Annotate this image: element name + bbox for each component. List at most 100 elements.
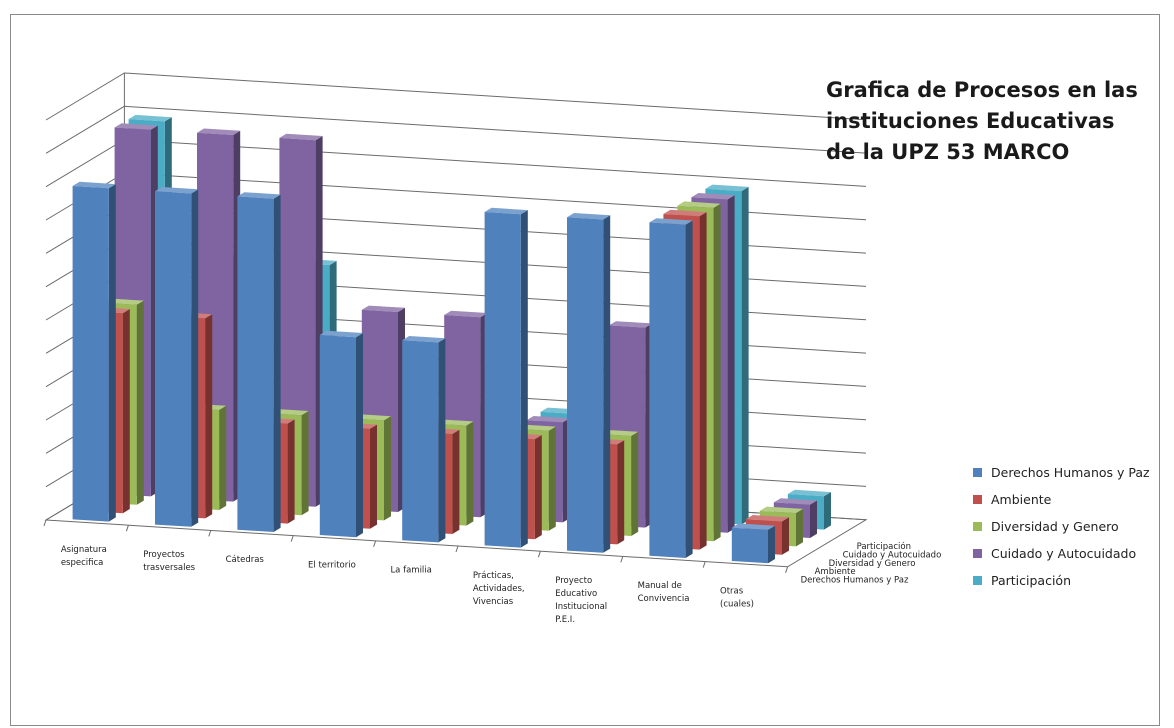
bar-side bbox=[370, 424, 377, 529]
bar bbox=[237, 192, 281, 532]
bar-side bbox=[384, 416, 391, 521]
legend-label: Participación bbox=[991, 573, 1071, 588]
bar-top bbox=[705, 184, 749, 192]
category-label: Cátedras bbox=[226, 555, 265, 565]
bar-side bbox=[520, 210, 528, 548]
legend-label: Cuidado y Autocuidado bbox=[991, 546, 1136, 561]
bar bbox=[319, 330, 363, 538]
bar bbox=[649, 218, 693, 558]
bar-front bbox=[649, 222, 686, 558]
bar bbox=[402, 336, 446, 543]
bars bbox=[72, 114, 831, 564]
x-tick bbox=[373, 540, 377, 547]
bar-front bbox=[319, 335, 356, 538]
bar-top bbox=[567, 213, 611, 220]
x-tick bbox=[537, 551, 541, 558]
bar-side bbox=[287, 419, 295, 524]
bar-top bbox=[114, 123, 158, 130]
legend-label: Diversidad y Genero bbox=[991, 519, 1119, 534]
bar-side bbox=[122, 309, 130, 514]
bar-side bbox=[301, 411, 309, 516]
bar-side bbox=[466, 421, 474, 526]
bar-side bbox=[136, 300, 144, 505]
legend-label: Derechos Humanos y Paz bbox=[991, 465, 1150, 480]
bar-top bbox=[72, 181, 116, 189]
bar-side bbox=[685, 220, 693, 558]
category-label: Prácticas, Actividades, Vivencias bbox=[473, 571, 525, 607]
series-depth-label: Participación bbox=[857, 541, 911, 552]
bar-top bbox=[677, 201, 721, 208]
category-label: La familia bbox=[390, 566, 431, 576]
x-tick bbox=[43, 519, 47, 527]
legend-item: Derechos Humanos y Paz bbox=[973, 465, 1150, 480]
bar-side bbox=[548, 426, 556, 531]
legend-item: Cuidado y Autocuidado bbox=[973, 546, 1136, 561]
bar-top bbox=[484, 207, 528, 215]
bar-side bbox=[796, 508, 803, 547]
bar-top bbox=[759, 506, 803, 514]
x-tick bbox=[125, 525, 129, 532]
series-depth-label: Derechos Humanos y Paz bbox=[801, 576, 909, 586]
bar-top bbox=[402, 336, 446, 343]
bar bbox=[72, 181, 116, 522]
chart-title-line: de la UPZ 53 MARCO bbox=[826, 140, 1069, 164]
bar-side bbox=[534, 435, 542, 540]
bar-top bbox=[444, 310, 488, 318]
gridline bbox=[45, 72, 867, 121]
bar bbox=[155, 187, 199, 527]
x-tick bbox=[702, 561, 706, 568]
category-label: Proyectos trasversales bbox=[143, 550, 195, 573]
legend-swatch bbox=[973, 522, 982, 531]
bar-top bbox=[155, 187, 199, 194]
x-tick bbox=[785, 566, 789, 573]
chart-title: Grafica de Procesos en las instituciones … bbox=[826, 78, 1138, 164]
bar-side bbox=[108, 184, 116, 522]
legend-swatch bbox=[973, 468, 982, 477]
legend-label: Ambiente bbox=[991, 492, 1052, 507]
bar-side bbox=[273, 194, 281, 532]
bar-front bbox=[567, 217, 604, 553]
bar-side bbox=[452, 429, 460, 534]
bar-side bbox=[810, 500, 817, 538]
bar-top bbox=[197, 128, 241, 135]
bar-side bbox=[768, 525, 775, 564]
bar-chart-3d: Asignatura especifica Proyectos trasversale… bbox=[43, 72, 1150, 625]
legend-item: Participación bbox=[973, 573, 1071, 588]
bar-top bbox=[279, 133, 323, 141]
category-label: El territorio bbox=[308, 560, 356, 570]
bar-side bbox=[741, 186, 749, 525]
bar-top bbox=[361, 305, 405, 312]
bar-top bbox=[773, 498, 817, 505]
bar-side bbox=[205, 314, 213, 519]
bar-side bbox=[356, 333, 363, 538]
bar-top bbox=[237, 192, 281, 199]
bar-side bbox=[219, 405, 227, 510]
bar-front bbox=[402, 340, 439, 543]
gridline bbox=[45, 105, 867, 154]
bar-top bbox=[526, 416, 570, 423]
bar-top bbox=[609, 321, 653, 328]
bar-side bbox=[191, 189, 199, 527]
bar-side bbox=[824, 492, 831, 530]
bar-front bbox=[484, 212, 521, 548]
legend-item: Diversidad y Genero bbox=[973, 519, 1119, 534]
bar-side bbox=[782, 517, 789, 555]
x-tick bbox=[290, 535, 294, 542]
bar-top bbox=[787, 489, 831, 497]
x-tick bbox=[455, 545, 459, 553]
bar-side bbox=[617, 440, 625, 545]
bar bbox=[567, 213, 611, 553]
chart-area: Asignatura especifica Proyectos trasversale… bbox=[10, 14, 1160, 726]
bar-top bbox=[691, 193, 735, 200]
bar-front bbox=[237, 196, 274, 532]
bar-front bbox=[731, 527, 768, 564]
bar-top bbox=[663, 209, 707, 217]
bar-front bbox=[155, 191, 192, 527]
bar-top bbox=[745, 515, 789, 522]
series-depth-labels: Derechos Humanos y PazAmbienteDiversidad… bbox=[801, 541, 942, 586]
bar-side bbox=[603, 215, 611, 553]
chart-title-line: instituciones Educativas bbox=[826, 109, 1115, 133]
category-label: Asignatura especifica bbox=[61, 545, 107, 568]
category-label: Proyecto Educativo Institucional P.E.I. bbox=[555, 576, 607, 625]
series-depth-label: Diversidad y Genero bbox=[829, 559, 916, 569]
